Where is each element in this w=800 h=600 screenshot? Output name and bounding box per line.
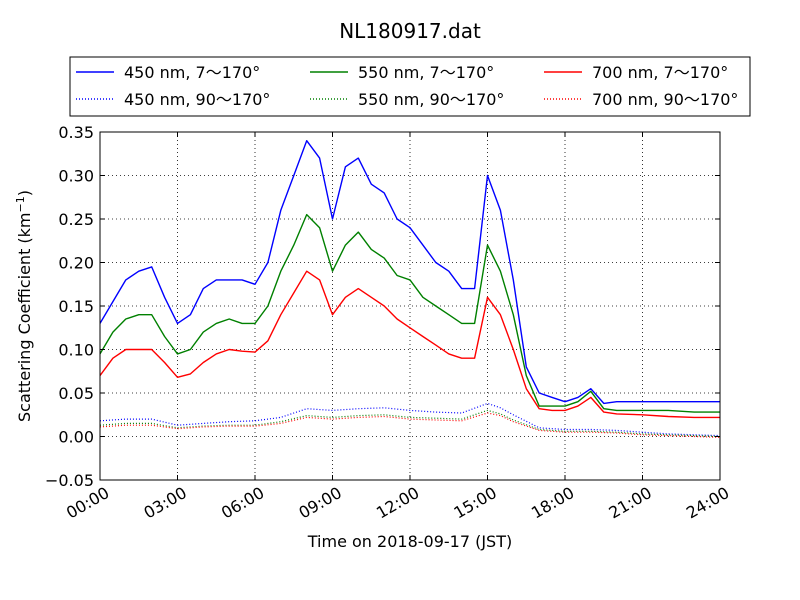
chart-title: NL180917.dat <box>339 19 481 43</box>
y-tick-label: 0.35 <box>58 123 94 142</box>
series-line <box>100 270 720 419</box>
x-tick-label: 03:00 <box>140 483 189 523</box>
x-tick-label: 21:00 <box>605 483 654 523</box>
x-tick-label: 18:00 <box>528 483 577 523</box>
series-line <box>100 139 720 405</box>
x-axis-label: Time on 2018-09-17 (JST) <box>307 532 512 551</box>
x-tick-label: 15:00 <box>450 483 499 523</box>
x-tick-label: 24:00 <box>683 483 732 523</box>
series-line <box>100 409 720 438</box>
y-tick-label: 0.15 <box>58 297 94 316</box>
y-axis-label-sup: −1 <box>14 196 27 212</box>
plot-area: 00:00 03:00 06:00 09:00 12:00 15:00 18:00 21:00… <box>45 123 732 523</box>
legend-label: 700 nm, 7～170° <box>592 63 728 82</box>
x-tick-label: 06:00 <box>218 483 267 523</box>
grid <box>100 132 720 480</box>
series-line <box>100 412 720 438</box>
legend-label: 450 nm, 90～170° <box>124 90 270 109</box>
y-axis-label: Scattering Coefficient (km−1) <box>14 190 34 422</box>
y-tick-label: 0.10 <box>58 341 94 360</box>
legend-label: 550 nm, 7～170° <box>358 63 494 82</box>
x-tick-label: 09:00 <box>295 483 344 523</box>
series-line <box>100 213 720 413</box>
y-tick-label: 0.00 <box>58 428 94 447</box>
legend: 450 nm, 7～170° 450 nm, 90～170° 550 nm, 7～1… <box>69 56 751 117</box>
y-tick-label: −0.05 <box>45 471 94 490</box>
legend-label: 550 nm, 90～170° <box>358 90 504 109</box>
y-tick-label: 0.30 <box>58 167 94 186</box>
series-line <box>100 402 720 437</box>
y-axis-label-tail: ) <box>15 190 34 196</box>
y-axis-label-main: Scattering Coefficient (km <box>15 212 34 422</box>
x-tick-label: 12:00 <box>373 483 422 523</box>
y-tick-label: 0.05 <box>58 384 94 403</box>
y-tick-label: 0.20 <box>58 254 94 273</box>
y-tick-label: 0.25 <box>58 210 94 229</box>
legend-box <box>69 56 751 117</box>
series-layer <box>100 139 720 438</box>
legend-label: 450 nm, 7～170° <box>124 63 260 82</box>
legend-label: 700 nm, 90～170° <box>592 90 738 109</box>
